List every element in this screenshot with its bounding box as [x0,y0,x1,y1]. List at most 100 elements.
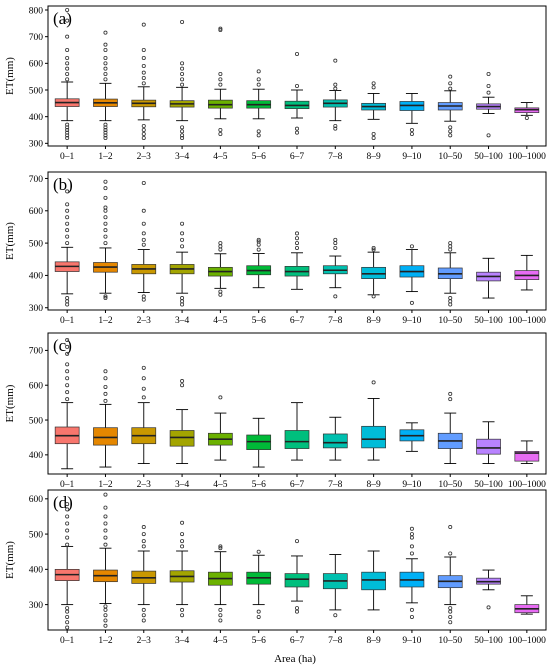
outlier-point [141,127,146,132]
outlier-point [180,544,185,549]
outlier-point [141,180,146,185]
outlier-point [141,124,146,129]
x-tick-label: 9–10 [402,636,421,646]
x-tick-label: 5–6 [252,316,267,326]
y-axis-label: ET(mm) [4,222,16,260]
outlier-point [333,82,338,87]
outlier-point [180,613,185,618]
outlier-point [141,613,146,618]
outlier-point [65,502,70,507]
outlier-point [409,532,414,537]
x-tick-label: 5–6 [252,152,267,162]
outlier-point [103,294,108,299]
outlier-point [65,614,70,619]
outlier-point [141,618,146,623]
outlier-point [103,296,108,301]
outlier-point [141,70,146,75]
outlier-point [448,620,453,625]
box-10 [399,244,425,305]
y-tick-label: 600 [29,382,44,392]
outlier-point [218,546,223,551]
outlier-point [486,605,491,610]
outlier-point [448,74,453,79]
box-4 [169,19,195,140]
outlier-point [103,618,108,623]
box-8 [322,237,348,299]
outlier-point [103,535,108,540]
x-tick-label: 3–4 [175,152,190,162]
box-9 [361,380,386,461]
outlier-point [218,241,223,246]
y-tick-label: 700 [29,175,44,185]
box-iqr [322,433,348,449]
box-4 [169,520,195,618]
outlier-point [256,237,261,242]
outlier-point [371,85,376,90]
outlier-point [103,514,108,519]
x-tick-label: 7–8 [328,636,343,646]
outlier-point [103,391,108,396]
outlier-point [103,542,108,547]
outlier-point [141,386,146,391]
outlier-point [524,116,529,121]
outlier-point [180,383,185,388]
outlier-point [103,228,108,233]
outlier-point [256,69,261,74]
outlier-point [409,544,414,549]
box-4 [169,221,195,307]
y-tick-label: 600 [29,207,44,217]
outlier-point [65,228,70,233]
outlier-point [103,30,108,35]
outlier-point [103,241,108,246]
outlier-point [256,609,261,614]
outlier-point [65,337,70,342]
outlier-point [103,215,108,220]
outlier-point [371,245,376,250]
outlier-point [448,614,453,619]
outlier-point [65,609,70,614]
outlier-point [448,125,453,130]
outlier-point [141,231,146,236]
outlier-point [180,296,185,301]
outlier-point [333,613,338,618]
outlier-point [294,606,299,611]
outlier-point [103,528,108,533]
y-tick-label: 500 [29,530,44,540]
outlier-point [65,620,70,625]
x-tick-label: 2–3 [137,480,152,490]
panel-label: (b) [53,175,73,194]
box-12 [476,72,501,138]
y-tick-label: 500 [29,416,44,426]
outlier-point [103,130,108,135]
outlier-point [141,64,146,69]
outlier-point [256,247,261,252]
outlier-point [141,48,146,53]
outlier-point [65,625,70,630]
x-tick-label: 8–9 [366,636,381,646]
outlier-point [65,215,70,220]
outlier-point [65,66,70,71]
outlier-point [65,521,70,526]
outlier-point [256,549,261,554]
outlier-point [180,237,185,242]
y-axis-label: ET(mm) [4,541,16,579]
y-tick-label: 400 [29,566,44,576]
x-tick-label: 10–50 [438,480,462,490]
outlier-point [103,607,108,612]
outlier-point [65,122,70,127]
box-3 [131,22,157,140]
outlier-point [103,521,108,526]
x-tick-label: 7–8 [328,152,343,162]
outlier-point [65,390,70,395]
outlier-point [333,294,338,299]
x-tick-label: 0–1 [60,636,75,646]
y-tick-label: 400 [29,113,44,123]
outlier-point [103,133,108,138]
outlier-point [103,122,108,127]
x-tick-label: 6–7 [290,480,305,490]
outlier-point [141,607,146,612]
outlier-point [65,48,70,53]
y-tick-label: 800 [29,6,44,16]
box-2 [93,492,118,628]
x-tick-label: 9–10 [402,152,421,162]
